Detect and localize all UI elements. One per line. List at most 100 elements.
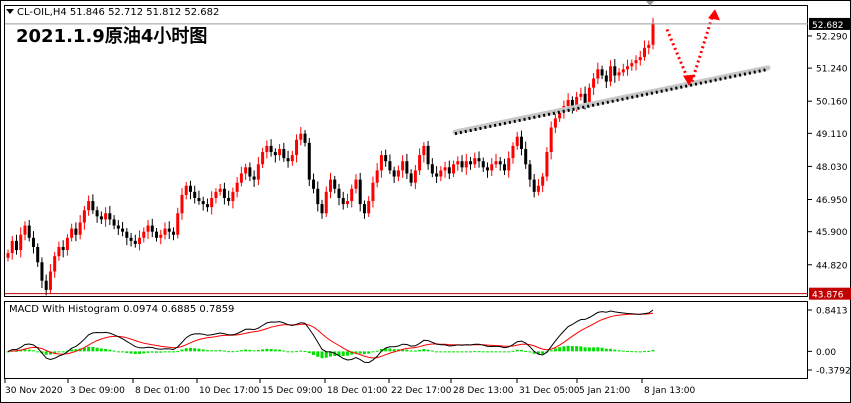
macd-histogram-bar: [129, 351, 133, 354]
candle-body: [443, 167, 447, 171]
time-tick-label: 10 Dec 17:00: [199, 386, 260, 396]
macd-histogram-bar: [507, 351, 511, 353]
candle-body: [507, 158, 511, 171]
candle-body: [176, 213, 180, 235]
candle-body: [65, 237, 69, 251]
macd-histogram-bar: [295, 351, 299, 353]
candle-body: [329, 179, 332, 192]
main-plot-area: [4, 5, 808, 297]
macd-histogram-bar: [630, 351, 634, 353]
candle-body: [214, 191, 218, 198]
candle-body: [379, 155, 383, 171]
candle-body: [53, 256, 57, 272]
time-axis[interactable]: 30 Nov 2020 3 Dec 09:00 8 Dec 01:00 10 Dec …: [4, 379, 696, 396]
candle-body: [282, 148, 286, 159]
candle-body: [193, 191, 197, 198]
macd-histogram-bar: [31, 350, 35, 352]
candle-body: [138, 237, 142, 244]
macd-histogram-bar: [256, 350, 260, 352]
candle-body: [375, 170, 379, 183]
candle-body: [320, 204, 324, 214]
macd-histogram-bar: [379, 349, 383, 352]
candle-body: [413, 170, 417, 183]
macd-histogram-bar: [464, 351, 468, 353]
candle-body: [180, 194, 184, 214]
candle-body: [460, 161, 464, 168]
macd-histogram-bar: [638, 351, 642, 353]
macd-histogram-bar: [494, 351, 498, 353]
macd-axis[interactable]: 0.8413 0.00 -0.3792: [808, 307, 851, 377]
macd-histogram-bar: [418, 349, 422, 352]
candle-body: [269, 145, 273, 153]
candle-body: [511, 145, 515, 159]
symbol-info: CL-OIL,H4 51.846 52.712 51.812 52.682: [17, 7, 220, 18]
macd-histogram-bar: [65, 350, 69, 352]
candle-body: [19, 234, 23, 251]
candle-body: [647, 44, 651, 48]
price-axis[interactable]: 52.290 51.240 50.160 49.110 48.030 46.950 45.9…: [5, 17, 851, 301]
macd-histogram-bar: [371, 351, 375, 353]
macd-histogram-bar: [303, 350, 307, 352]
candle-body: [350, 188, 354, 202]
candle-body: [286, 158, 290, 162]
chart-header: CL-OIL,H4 51.846 52.712 51.812 52.682: [6, 7, 219, 18]
macd-series: [6, 309, 655, 364]
candle-body: [31, 237, 35, 247]
macd-histogram-bar: [579, 346, 583, 352]
macd-histogram-bar: [604, 348, 608, 352]
candle-body: [426, 145, 430, 165]
macd-histogram-bar: [430, 350, 434, 352]
candle-body: [609, 66, 613, 82]
candle-body: [70, 228, 74, 238]
macd-histogram-bar: [214, 350, 218, 352]
current-price-label: 52.682: [812, 21, 844, 31]
candle-body: [358, 179, 362, 205]
macd-histogram-bar: [388, 348, 392, 352]
candle-body: [583, 93, 587, 104]
macd-histogram-bar: [36, 351, 40, 353]
candle-body: [596, 69, 600, 79]
price-tick-label: 45.900: [816, 228, 848, 238]
candle-body: [61, 246, 65, 251]
drawn-annotations[interactable]: [452, 1, 771, 136]
macd-histogram-bar: [643, 351, 647, 353]
macd-histogram-bar: [307, 351, 311, 354]
macd-histogram-bar: [422, 349, 426, 352]
time-tick-label: 8 Jan 13:00: [644, 386, 696, 396]
macd-histogram-bar: [596, 347, 600, 352]
candle-body: [435, 173, 439, 177]
price-tick-label: 46.950: [816, 196, 848, 206]
candle-body: [354, 179, 358, 189]
candle-body: [201, 201, 205, 205]
macd-histogram-bar: [155, 351, 159, 353]
candle-body: [155, 231, 159, 238]
macd-histogram-bar: [91, 346, 95, 352]
macd-histogram-bar: [222, 350, 226, 352]
macd-histogram-bar: [14, 350, 18, 352]
macd-histogram-bar: [53, 351, 57, 354]
macd-histogram-bar: [502, 351, 506, 353]
macd-histogram-bar: [443, 351, 447, 353]
macd-histogram-bar: [549, 350, 553, 352]
candle-body: [307, 142, 311, 180]
price-tick-label: 49.110: [816, 130, 848, 140]
candle-body: [532, 179, 536, 192]
macd-histogram-bar: [452, 351, 456, 353]
candle-body: [231, 191, 235, 202]
candle-body: [452, 164, 456, 174]
macd-histogram-bar: [405, 349, 409, 352]
macd-histogram-bar: [375, 350, 379, 352]
macd-line: [7, 309, 654, 364]
macd-histogram-bar: [244, 349, 248, 352]
candle-body: [464, 161, 468, 168]
candle-body: [133, 240, 137, 244]
candle-body: [592, 78, 596, 88]
macd-histogram-bar: [626, 350, 630, 352]
candle-body: [48, 271, 52, 290]
triangle-down-icon[interactable]: [6, 9, 14, 14]
candle-body: [341, 197, 345, 205]
macd-histogram-bar: [583, 347, 587, 352]
price-tick-label: 51.240: [816, 65, 848, 75]
macd-histogram-bar: [413, 350, 417, 352]
